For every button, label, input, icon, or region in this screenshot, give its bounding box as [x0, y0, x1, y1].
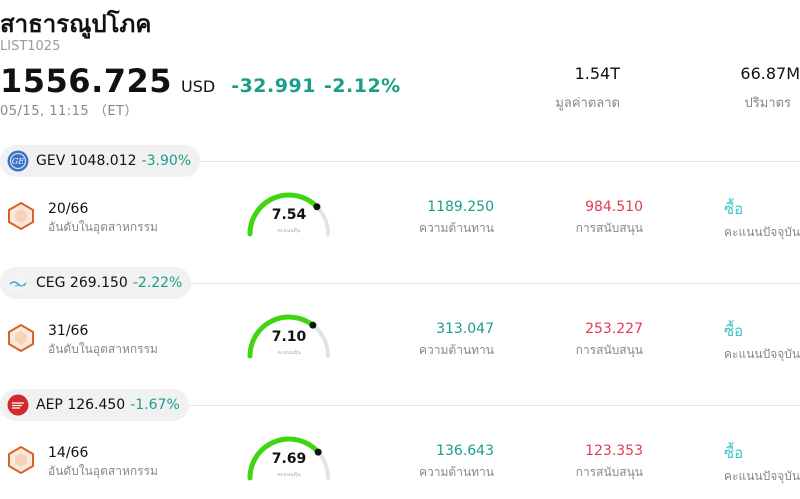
- row-divider: [0, 161, 800, 162]
- constellation-logo-icon: [7, 272, 29, 294]
- buy-signal[interactable]: ซื้อ: [724, 322, 744, 340]
- resistance-value: 136.643: [436, 443, 494, 459]
- stock-score-gauge: [247, 192, 330, 237]
- industry-rank-icon: [8, 202, 34, 230]
- support-value: 253.227: [585, 321, 643, 337]
- support-label: การสนับสนุน: [575, 465, 643, 479]
- stock-change-percent: -3.90%: [141, 153, 192, 169]
- support-value: 984.510: [585, 199, 643, 215]
- volume-value: 66.87M: [740, 64, 800, 83]
- svg-text:GE: GE: [12, 157, 24, 166]
- stock-pill[interactable]: CEG 269.150 -2.22%: [0, 267, 192, 299]
- ge-logo-icon: GE: [7, 150, 29, 172]
- timestamp: 05/15, 11:15 （ET）: [0, 104, 138, 119]
- market-cap-value: 1.54T: [574, 64, 620, 83]
- support-label: การสนับสนุน: [575, 221, 643, 235]
- current-rating-label: คะแนนปัจจุบัน: [724, 469, 800, 483]
- volume-label: ปริมาตร: [744, 96, 791, 111]
- support-value: 123.353: [585, 443, 643, 459]
- industry-rank-icon: [8, 324, 34, 352]
- industry-rank-label: อันดับในอุตสาหกรรม: [48, 342, 158, 356]
- industry-rank-label: อันดับในอุตสาหกรรม: [48, 220, 158, 234]
- buy-signal[interactable]: ซื้อ: [724, 200, 744, 218]
- support-label: การสนับสนุน: [575, 343, 643, 357]
- stock-change-percent: -1.67%: [130, 397, 180, 413]
- aep-logo-icon: [7, 394, 29, 416]
- industry-rank: 14/66: [48, 445, 89, 461]
- stock-score-caption: คะแนนหุ้น: [277, 350, 301, 356]
- resistance-label: ความต้านทาน: [419, 343, 494, 357]
- price-row: 1556.725 USD -32.991 -2.12%: [0, 62, 401, 100]
- row-divider: [0, 283, 800, 284]
- current-rating-label: คะแนนปัจจุบัน: [724, 225, 800, 239]
- currency-label: USD: [181, 77, 216, 96]
- page-title: สาธารณูปโภค: [0, 10, 152, 38]
- industry-rank-icon: [8, 446, 34, 474]
- industry-rank: 20/66: [48, 201, 89, 217]
- stock-pill[interactable]: AEP 126.450 -1.67%: [0, 389, 189, 421]
- stock-score-caption: คะแนนหุ้น: [277, 228, 301, 234]
- index-price: 1556.725: [0, 62, 173, 100]
- stock-pill[interactable]: GE GEV 1048.012 -3.90%: [0, 145, 201, 177]
- stock-score-caption: คะแนนหุ้น: [277, 472, 301, 478]
- price-change-percent: -2.12%: [323, 75, 401, 97]
- stock-symbol-price: GEV 1048.012: [36, 153, 137, 169]
- resistance-label: ความต้านทาน: [419, 465, 494, 479]
- stock-score: 7.69: [271, 451, 307, 467]
- stock-score: 7.10: [271, 329, 307, 345]
- industry-rank-label: อันดับในอุตสาหกรรม: [48, 464, 158, 478]
- stock-score-gauge: [247, 436, 330, 481]
- current-rating-label: คะแนนปัจจุบัน: [724, 347, 800, 361]
- resistance-value: 313.047: [436, 321, 494, 337]
- market-cap-label: มูลค่าตลาด: [555, 96, 620, 111]
- row-divider: [0, 405, 800, 406]
- resistance-label: ความต้านทาน: [419, 221, 494, 235]
- buy-signal[interactable]: ซื้อ: [724, 444, 744, 462]
- price-change: -32.991: [231, 75, 316, 97]
- stock-change-percent: -2.22%: [132, 275, 183, 291]
- stock-score-gauge: [247, 314, 330, 359]
- resistance-value: 1189.250: [427, 199, 494, 215]
- list-code: LIST1025: [0, 39, 61, 54]
- stock-symbol-price: AEP 126.450: [36, 397, 126, 413]
- stock-symbol-price: CEG 269.150: [36, 275, 128, 291]
- stock-score: 7.54: [271, 207, 307, 223]
- industry-rank: 31/66: [48, 323, 89, 339]
